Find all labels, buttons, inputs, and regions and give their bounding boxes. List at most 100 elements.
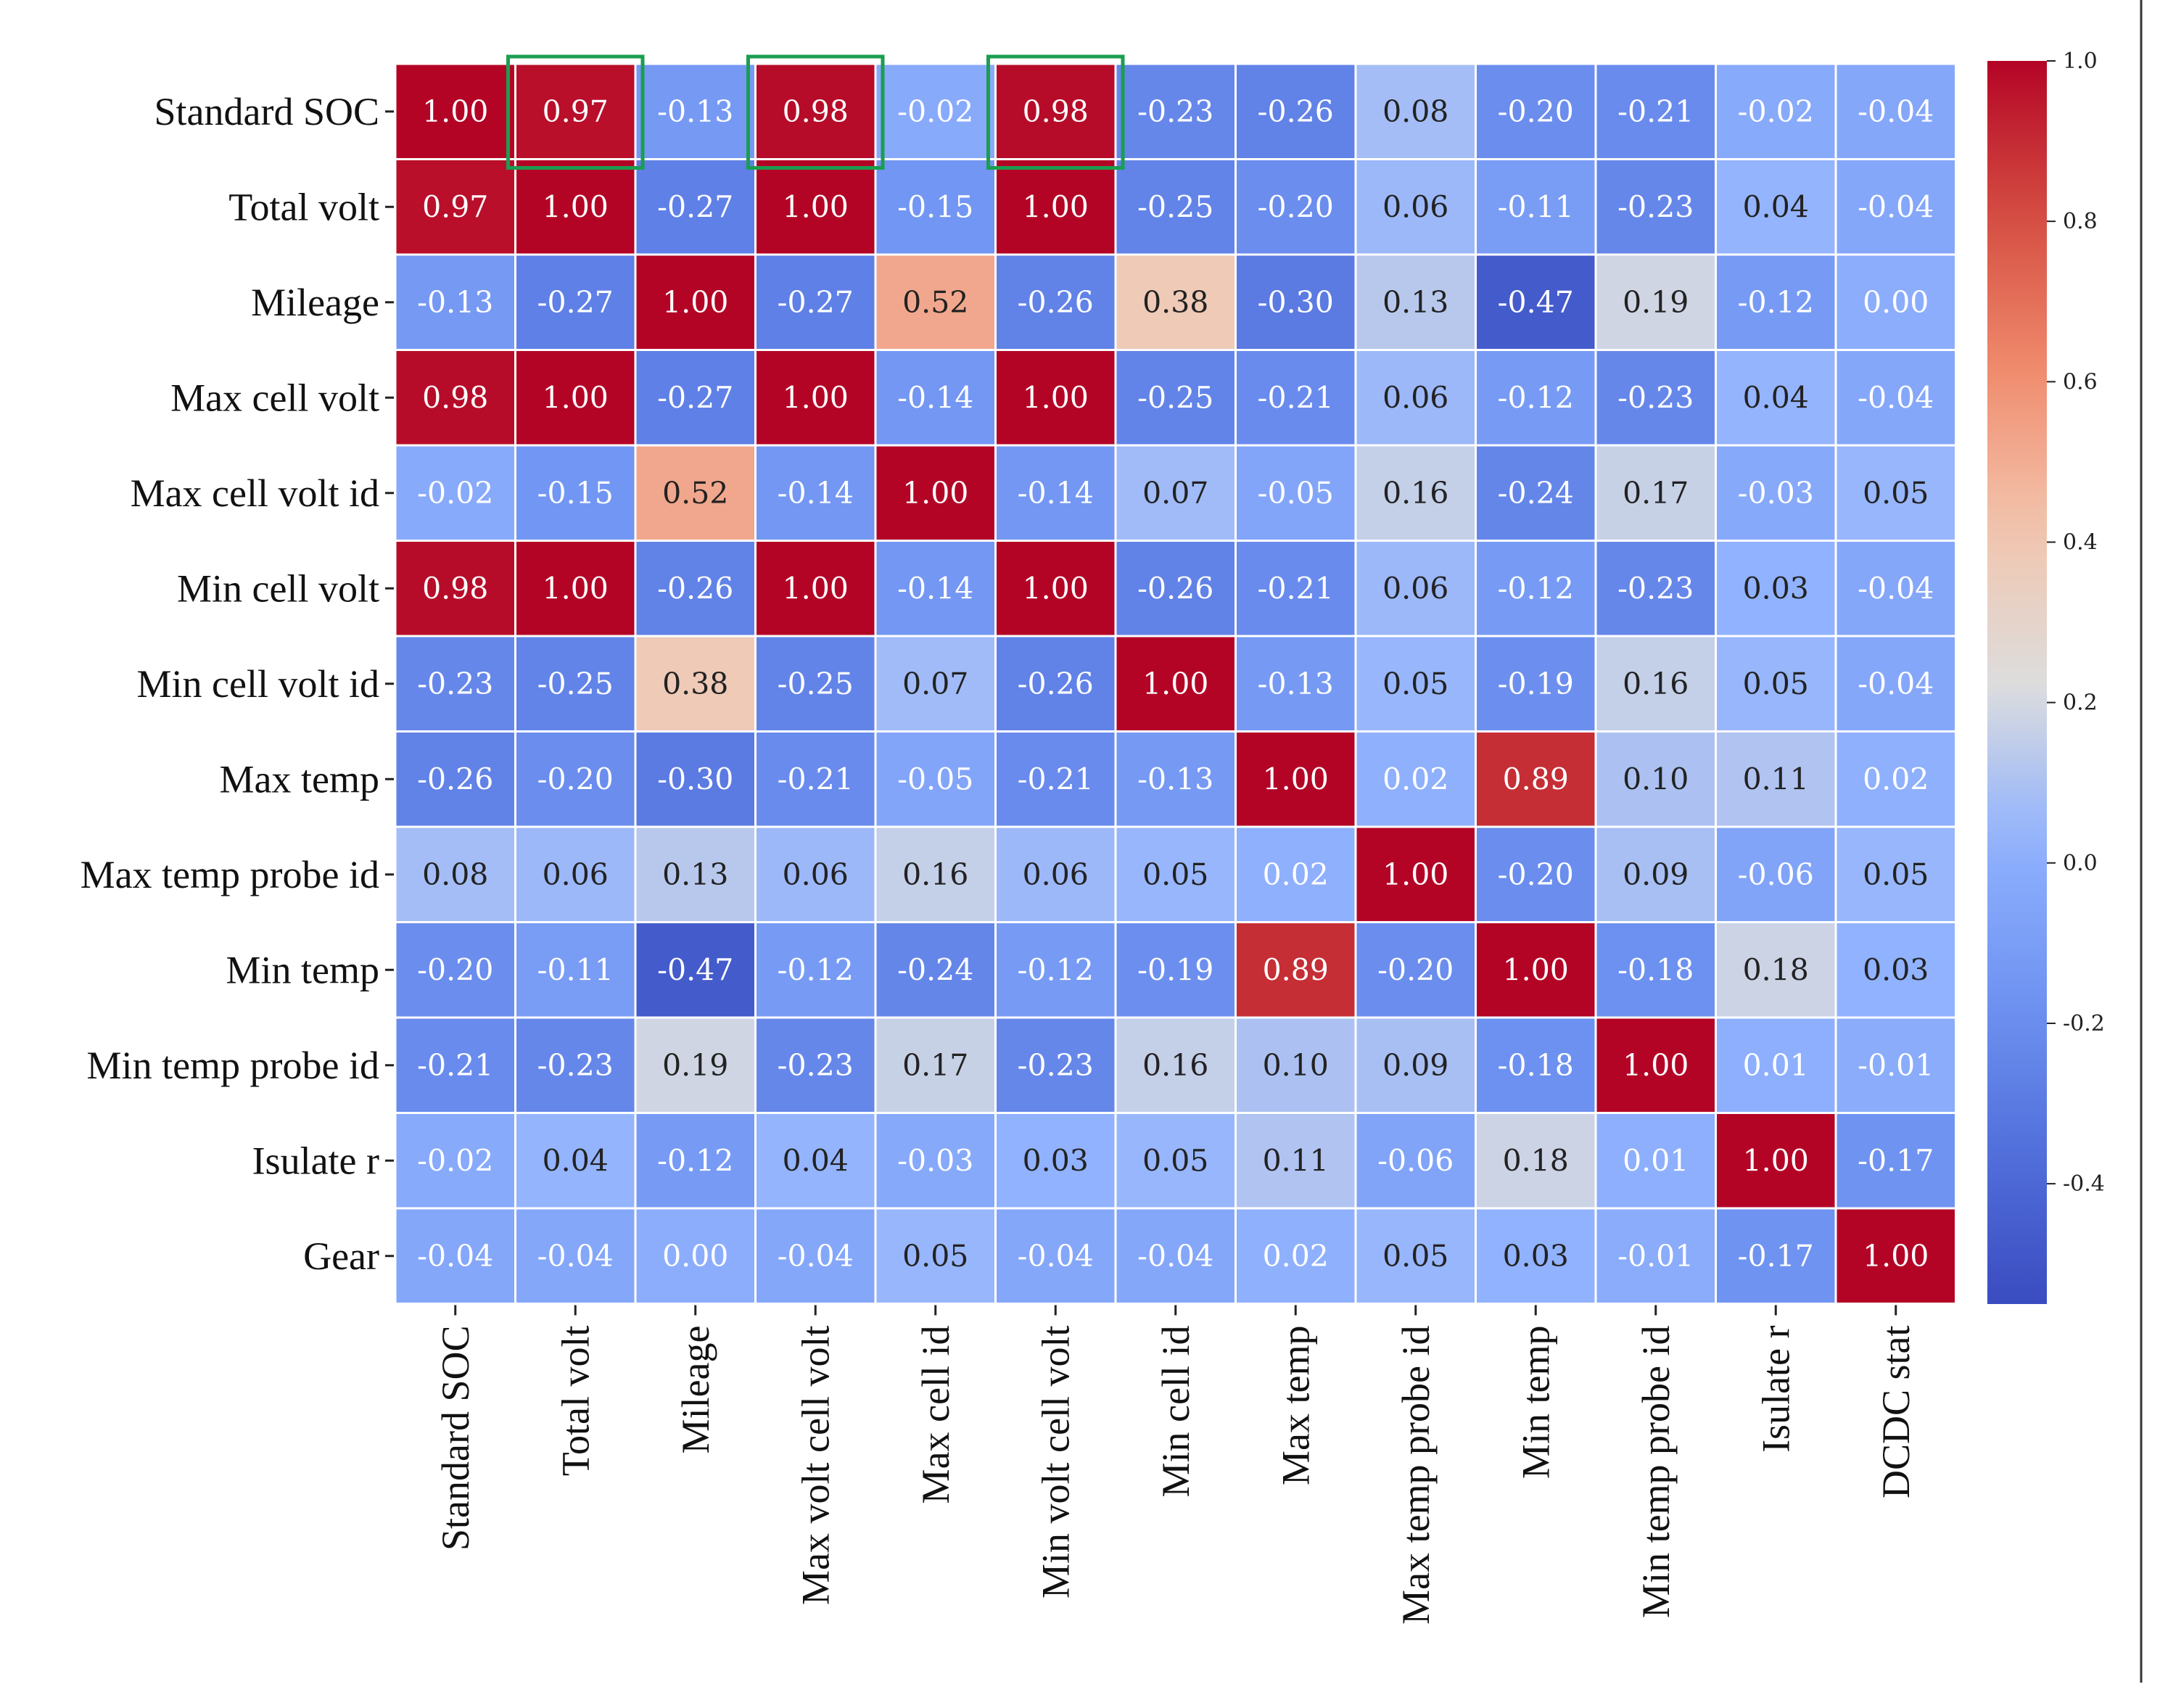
cell-value-r1-c11: 0.04 (1743, 189, 1809, 224)
cell-value-r10-c1: -0.23 (537, 1048, 614, 1083)
cell-value-r4-c12: 0.05 (1863, 476, 1929, 511)
cell-value-r7-c11: 0.11 (1743, 762, 1809, 796)
cell-value-r11-c5: 0.03 (1023, 1143, 1089, 1178)
heatmap-cell-r1-c12 (1834, 158, 1957, 256)
cell-value-r10-c10: 1.00 (1623, 1048, 1689, 1083)
heatmap-cell-r8-c2 (634, 825, 757, 923)
cell-value-r7-c8: 0.02 (1382, 762, 1448, 796)
cell-value-r5-c9: -0.12 (1498, 571, 1574, 606)
heatmap-cell-r10-c3 (754, 1016, 877, 1114)
heatmap-cell-r10-c12 (1834, 1016, 1957, 1114)
cell-value-r12-c7: 0.02 (1263, 1239, 1329, 1274)
heatmap-cell-r12-c0 (394, 1207, 516, 1305)
cell-value-r11-c8: -0.06 (1377, 1143, 1454, 1178)
heatmap-cell-r5-c3 (754, 540, 877, 638)
cell-value-r4-c7: -0.05 (1258, 476, 1334, 511)
cell-value-r12-c11: -0.17 (1738, 1239, 1814, 1274)
cell-value-r1-c5: 1.00 (1023, 189, 1089, 224)
col-label-8: Max temp probe id (1394, 1326, 1438, 1625)
cell-value-r6-c9: -0.19 (1498, 667, 1574, 701)
heatmap-cell-r1-c2 (634, 158, 757, 256)
cell-value-r1-c12: -0.04 (1858, 189, 1934, 224)
cell-value-r0-c2: -0.13 (657, 94, 733, 129)
cell-value-r9-c7: 0.89 (1263, 952, 1329, 987)
heatmap-cell-r1-c9 (1475, 158, 1597, 256)
cell-value-r10-c11: 0.01 (1743, 1048, 1809, 1083)
cell-value-r9-c4: -0.24 (897, 952, 973, 987)
heatmap-cell-r11-c7 (1234, 1112, 1357, 1210)
cell-value-r7-c5: -0.21 (1018, 762, 1094, 796)
cell-value-r0-c4: -0.02 (897, 94, 973, 129)
cell-value-r2-c8: 0.13 (1382, 285, 1448, 320)
heatmap-cell-r2-c2 (634, 253, 757, 351)
cell-value-r10-c9: -0.18 (1498, 1048, 1574, 1083)
cell-value-r3-c2: -0.27 (657, 380, 733, 415)
cell-value-r0-c7: -0.26 (1258, 94, 1334, 129)
cell-value-r4-c0: -0.02 (417, 476, 493, 511)
colorbar-tick-label-1: 0.8 (2063, 209, 2098, 234)
heatmap-cell-r11-c6 (1114, 1112, 1237, 1210)
cell-value-r3-c5: 1.00 (1023, 380, 1089, 415)
col-label-9: Min temp (1514, 1326, 1557, 1480)
heatmap-cell-r9-c2 (634, 921, 757, 1019)
cell-value-r0-c6: -0.23 (1137, 94, 1213, 129)
cell-value-r4-c2: 0.52 (662, 476, 728, 511)
heatmap-cell-r3-c6 (1114, 349, 1237, 447)
heatmap-cell-r7-c7 (1234, 730, 1357, 828)
heatmap-cell-r12-c6 (1114, 1207, 1237, 1305)
cell-value-r12-c4: 0.05 (902, 1239, 968, 1274)
heatmap-cell-r11-c5 (994, 1112, 1117, 1210)
cell-value-r1-c0: 0.97 (422, 189, 488, 224)
heatmap-cell-r12-c11 (1715, 1207, 1837, 1305)
heatmap-cell-r2-c10 (1594, 253, 1717, 351)
cell-value-r1-c6: -0.25 (1137, 189, 1213, 224)
heatmap-cell-r6-c0 (394, 635, 516, 733)
heatmap-cell-r7-c5 (994, 730, 1117, 828)
cell-value-r4-c1: -0.15 (537, 476, 614, 511)
cell-value-r6-c6: 1.00 (1142, 667, 1208, 701)
heatmap-cell-r0-c11 (1715, 62, 1837, 160)
heatmap-cell-r1-c6 (1114, 158, 1237, 256)
heatmap-cell-r8-c11 (1715, 825, 1837, 923)
cell-value-r5-c12: -0.04 (1858, 571, 1934, 606)
row-label-12: Gear (303, 1234, 379, 1278)
cell-value-r7-c3: -0.21 (778, 762, 854, 796)
colorbar-tick-label-4: 0.2 (2063, 690, 2098, 716)
heatmap-cell-r5-c11 (1715, 540, 1837, 638)
heatmap-cell-r8-c3 (754, 825, 877, 923)
heatmap-cell-r9-c9 (1475, 921, 1597, 1019)
row-label-5: Min cell volt (177, 566, 379, 610)
heatmap-cell-r4-c0 (394, 444, 516, 542)
heatmap-cell-r1-c7 (1234, 158, 1357, 256)
cell-value-r6-c1: -0.25 (537, 667, 614, 701)
row-labels: Standard SOC Total volt Mileage Max cell vo… (81, 90, 394, 1278)
cell-value-r5-c4: -0.14 (897, 571, 973, 606)
cell-value-r7-c12: 0.02 (1863, 762, 1929, 796)
heatmap-cell-r6-c4 (874, 635, 997, 733)
col-label-11: Isulate r (1754, 1325, 1797, 1452)
cell-value-r4-c6: 0.07 (1142, 476, 1208, 511)
cell-value-r0-c9: -0.20 (1498, 94, 1574, 129)
cell-value-r0-c1: 0.97 (543, 94, 609, 129)
cell-value-r8-c0: 0.08 (422, 857, 488, 892)
cell-value-r5-c6: -0.26 (1137, 571, 1213, 606)
heatmap-cell-r12-c4 (874, 1207, 997, 1305)
cell-value-r8-c8: 1.00 (1382, 857, 1448, 892)
heatmap-cell-r4-c12 (1834, 444, 1957, 542)
heatmap-cell-r0-c9 (1475, 62, 1597, 160)
heatmap-cell-r1-c8 (1354, 158, 1477, 256)
cell-value-r4-c5: -0.14 (1018, 476, 1094, 511)
heatmap-cell-r9-c5 (994, 921, 1117, 1019)
heatmap-cell-r11-c1 (514, 1112, 637, 1210)
cell-value-r12-c5: -0.04 (1018, 1239, 1094, 1274)
cell-value-r4-c3: -0.14 (778, 476, 854, 511)
heatmap-cell-r7-c12 (1834, 730, 1957, 828)
row-label-3: Max cell volt (170, 376, 379, 419)
cell-value-r5-c0: 0.98 (422, 571, 488, 606)
cell-value-r11-c7: 0.11 (1263, 1143, 1329, 1178)
heatmap-cell-r3-c0 (394, 349, 516, 447)
cell-value-r7-c9: 0.89 (1503, 762, 1569, 796)
heatmap-cell-r3-c2 (634, 349, 757, 447)
heatmap-cell-r6-c5 (994, 635, 1117, 733)
cell-value-r11-c1: 0.04 (543, 1143, 609, 1178)
